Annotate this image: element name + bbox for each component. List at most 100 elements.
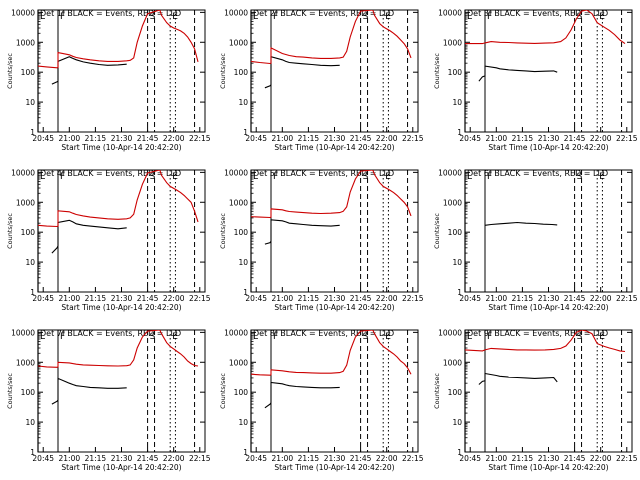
x-tick-label: 20:45 — [246, 294, 268, 303]
marker-label-L: L — [253, 332, 258, 342]
x-tick-label: 21:15 — [298, 454, 320, 463]
y-tick-label: 100 — [447, 228, 462, 237]
y-tick-label: 100 — [234, 68, 249, 77]
chart-title: Det 8f BLACK = Events, RED = LLD — [253, 329, 394, 338]
y-tick-label: 1000 — [443, 198, 462, 207]
series-line-black — [51, 377, 127, 405]
x-tick-label: 21:00 — [59, 134, 81, 143]
x-tick-label: 22:15 — [616, 454, 638, 463]
y-tick-label: 1 — [30, 448, 35, 457]
y-tick-label: 1000 — [443, 38, 462, 47]
x-tick-label: 22:00 — [589, 454, 611, 463]
y-tick-label: 100 — [21, 68, 36, 77]
y-tick-label: 1 — [30, 288, 35, 297]
marker-label-E: E — [172, 12, 178, 22]
chart-panel-8: Det 8f BLACK = Events, RED = LLD 1 10 100 10… — [219, 328, 424, 472]
x-tick-label: 21:15 — [298, 294, 320, 303]
marker-label-L: L — [467, 172, 472, 182]
y-tick-label: 10 — [25, 418, 35, 427]
marker-label-S: S — [576, 12, 582, 22]
chart-title: Det 3f BLACK = Events, RED = LLD — [467, 9, 608, 18]
y-tick-label: 10000 — [11, 8, 35, 17]
y-tick-label: 10000 — [11, 168, 35, 177]
y-tick-label: 10 — [239, 418, 249, 427]
y-tick-label: 10000 — [224, 328, 248, 337]
y-tick-label: 1 — [244, 448, 249, 457]
plot-frame — [37, 169, 206, 293]
y-axis-label: Counts/sec — [219, 53, 227, 89]
y-tick-label: 10000 — [224, 168, 248, 177]
plot-frame — [250, 169, 419, 293]
plot-frame — [250, 9, 419, 133]
marker-label-F: F — [487, 332, 492, 342]
marker-label-S: S — [363, 332, 369, 342]
chart-title: Det 2f BLACK = Events, RED = LLD — [253, 9, 394, 18]
x-tick-label: 21:30 — [537, 294, 559, 303]
x-tick-label: 21:00 — [485, 454, 507, 463]
x-tick-label: 21:30 — [324, 454, 346, 463]
x-tick-label: 21:15 — [85, 294, 107, 303]
y-tick-label: 1000 — [16, 198, 35, 207]
x-axis-label: Start Time (10-Apr-14 20:42:20) — [61, 143, 181, 152]
series-line-red — [251, 10, 412, 65]
marker-label-S: S — [363, 12, 369, 22]
y-tick-label: 10000 — [224, 8, 248, 17]
x-tick-label: 21:00 — [272, 454, 294, 463]
marker-label-L: L — [40, 172, 45, 182]
x-axis-label: Start Time (10-Apr-14 20:42:20) — [275, 143, 395, 152]
marker-label-E: E — [386, 332, 392, 342]
x-tick-label: 21:15 — [511, 134, 533, 143]
y-tick-label: 100 — [234, 388, 249, 397]
x-tick-label: 20:45 — [32, 134, 54, 143]
marker-label-E: E — [386, 172, 392, 182]
x-tick-label: 21:15 — [511, 294, 533, 303]
x-axis-label: Start Time (10-Apr-14 20:42:20) — [275, 463, 395, 472]
y-axis-label: Counts/sec — [433, 373, 441, 409]
series-line-black — [484, 221, 557, 226]
x-tick-label: 22:00 — [376, 294, 398, 303]
chart-panel-3: Det 3f BLACK = Events, RED = LLD 1 10 100 10… — [433, 8, 638, 152]
y-tick-label: 10000 — [438, 328, 462, 337]
y-tick-label: 1000 — [229, 38, 248, 47]
x-tick-label: 21:45 — [350, 454, 372, 463]
x-axis-label: Start Time (10-Apr-14 20:42:20) — [275, 303, 395, 312]
x-tick-label: 22:15 — [189, 294, 211, 303]
marker-label-S: S — [150, 12, 156, 22]
x-tick-label: 21:30 — [111, 294, 133, 303]
x-tick-label: 22:15 — [402, 294, 424, 303]
marker-label-F: F — [60, 172, 65, 182]
y-tick-label: 10 — [452, 98, 462, 107]
x-tick-label: 21:00 — [272, 294, 294, 303]
series-line-black — [51, 219, 127, 254]
x-tick-label: 21:00 — [485, 134, 507, 143]
chart-panel-7: Det 7f BLACK = Events, RED = LLD 1 10 100 10… — [6, 328, 211, 472]
y-tick-label: 1 — [457, 128, 462, 137]
x-tick-label: 21:15 — [298, 134, 320, 143]
x-axis-label: Start Time (10-Apr-14 20:42:20) — [61, 463, 181, 472]
y-tick-label: 1 — [457, 448, 462, 457]
y-tick-label: 100 — [21, 388, 36, 397]
marker-label-L: L — [467, 332, 472, 342]
chart-panel-1: Det 1f BLACK = Events, RED = LLD 1 10 100 10… — [6, 8, 211, 152]
x-tick-label: 21:15 — [85, 454, 107, 463]
x-tick-label: 22:00 — [163, 134, 185, 143]
chart-panel-5: Det 5f BLACK = Events, RED = LLD 1 10 100 10… — [219, 168, 424, 312]
y-tick-label: 1 — [30, 128, 35, 137]
y-tick-label: 1 — [244, 128, 249, 137]
x-tick-label: 21:15 — [511, 454, 533, 463]
y-tick-label: 100 — [447, 388, 462, 397]
x-tick-label: 21:00 — [485, 294, 507, 303]
chart-title: Det 1f BLACK = Events, RED = LLD — [40, 9, 181, 18]
x-axis-label: Start Time (10-Apr-14 20:42:20) — [61, 303, 181, 312]
x-tick-label: 22:00 — [589, 134, 611, 143]
marker-label-F: F — [273, 332, 278, 342]
y-axis-label: Counts/sec — [6, 373, 14, 409]
x-tick-label: 22:15 — [189, 454, 211, 463]
chart-panel-2: Det 2f BLACK = Events, RED = LLD 1 10 100 10… — [219, 8, 424, 152]
x-tick-label: 22:00 — [376, 134, 398, 143]
series-line-red — [38, 170, 199, 228]
y-tick-label: 1000 — [229, 358, 248, 367]
y-tick-label: 1 — [457, 288, 462, 297]
series-line-black — [264, 381, 341, 409]
x-tick-label: 20:45 — [246, 454, 268, 463]
